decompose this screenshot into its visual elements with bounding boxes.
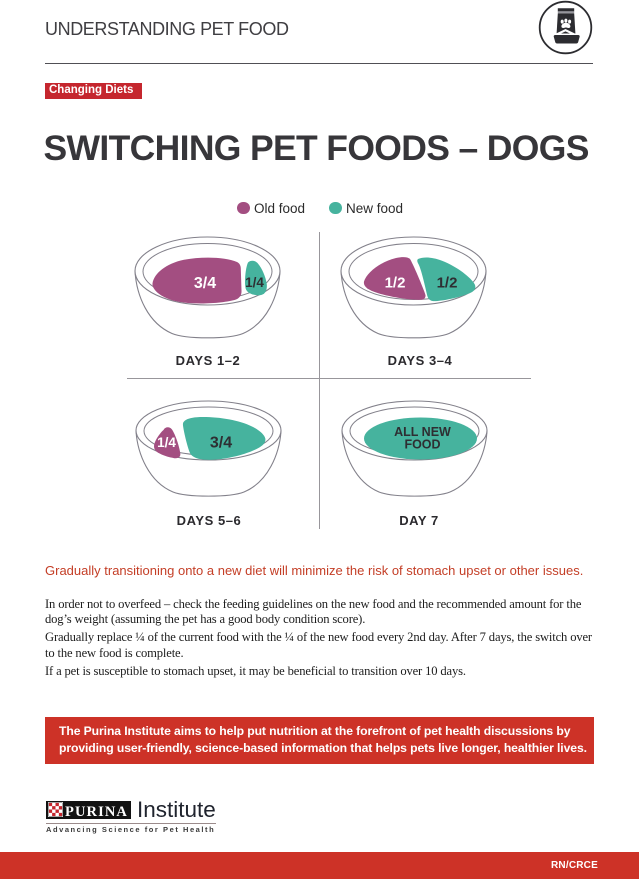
svg-text:ALL NEW: ALL NEW (394, 425, 451, 439)
svg-text:1/4: 1/4 (157, 435, 176, 450)
svg-text:1/2: 1/2 (385, 275, 406, 292)
svg-text:3/4: 3/4 (194, 275, 216, 292)
svg-text:1/2: 1/2 (437, 275, 458, 292)
svg-text:FOOD: FOOD (404, 438, 440, 452)
svg-text:3/4: 3/4 (210, 435, 232, 452)
svg-text:1/4: 1/4 (245, 275, 264, 290)
